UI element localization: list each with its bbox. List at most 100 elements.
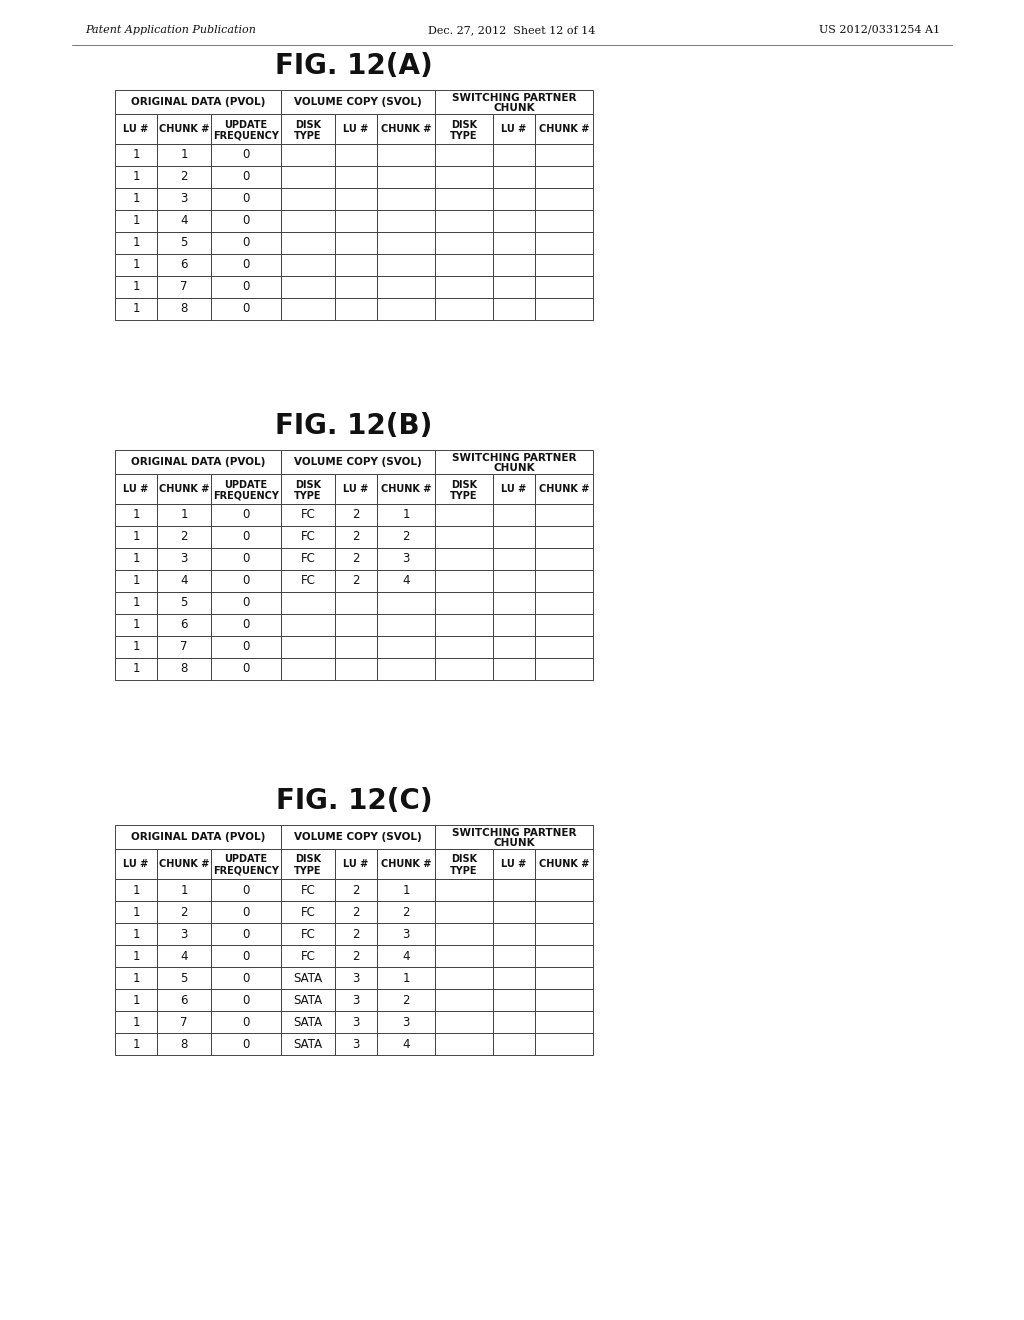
Text: CHUNK #: CHUNK # [159, 859, 209, 869]
Text: 3: 3 [180, 193, 187, 206]
Text: 2: 2 [352, 508, 359, 521]
Text: 3: 3 [180, 928, 187, 940]
Text: DISK: DISK [451, 120, 477, 129]
Bar [157, 474, 211, 504]
Bar [435, 90, 593, 114]
Text: 6: 6 [180, 619, 187, 631]
Text: 2: 2 [352, 883, 359, 896]
Text: 5: 5 [180, 236, 187, 249]
Bar [435, 298, 493, 319]
Text: 2: 2 [352, 906, 359, 919]
Bar [435, 968, 493, 989]
Bar [535, 849, 593, 879]
Text: 0: 0 [243, 663, 250, 676]
Bar [281, 1011, 335, 1034]
Bar [115, 474, 157, 504]
Bar [211, 570, 281, 591]
Bar [377, 945, 435, 968]
Text: 4: 4 [180, 214, 187, 227]
Bar [335, 187, 377, 210]
Bar [377, 144, 435, 166]
Text: FIG. 12(A): FIG. 12(A) [275, 51, 433, 81]
Bar [281, 253, 335, 276]
Bar [535, 525, 593, 548]
Bar [435, 879, 493, 902]
Bar [281, 450, 435, 474]
Bar [115, 114, 157, 144]
Bar [281, 298, 335, 319]
Text: 0: 0 [243, 1015, 250, 1028]
Text: 7: 7 [180, 640, 187, 653]
Bar [493, 504, 535, 525]
Bar [115, 591, 157, 614]
Bar [335, 902, 377, 923]
Bar [493, 210, 535, 232]
Bar [211, 525, 281, 548]
Text: Patent Application Publication: Patent Application Publication [85, 25, 256, 36]
Text: 1: 1 [132, 574, 139, 587]
Text: 0: 0 [243, 883, 250, 896]
Bar [115, 945, 157, 968]
Bar [281, 591, 335, 614]
Text: FIG. 12(C): FIG. 12(C) [275, 787, 432, 814]
Bar [535, 276, 593, 298]
Text: 1: 1 [132, 597, 139, 610]
Bar [115, 989, 157, 1011]
Text: TYPE: TYPE [451, 131, 478, 141]
Bar [281, 923, 335, 945]
Bar [435, 450, 593, 474]
Bar [157, 276, 211, 298]
Bar [535, 902, 593, 923]
Text: 0: 0 [243, 170, 250, 183]
Bar [211, 657, 281, 680]
Bar [435, 849, 493, 879]
Bar [281, 166, 335, 187]
Bar [211, 902, 281, 923]
Bar [535, 232, 593, 253]
Text: 1: 1 [132, 883, 139, 896]
Text: DISK: DISK [295, 479, 322, 490]
Bar [435, 232, 493, 253]
Bar [493, 298, 535, 319]
Bar [377, 210, 435, 232]
Text: 1: 1 [132, 663, 139, 676]
Bar [115, 849, 157, 879]
Text: 1: 1 [132, 302, 139, 315]
Text: 1: 1 [132, 281, 139, 293]
Text: 6: 6 [180, 994, 187, 1006]
Bar [535, 144, 593, 166]
Text: 1: 1 [180, 883, 187, 896]
Text: Dec. 27, 2012  Sheet 12 of 14: Dec. 27, 2012 Sheet 12 of 14 [428, 25, 596, 36]
Bar [281, 232, 335, 253]
Bar [535, 187, 593, 210]
Bar [157, 253, 211, 276]
Bar [157, 636, 211, 657]
Bar [535, 923, 593, 945]
Text: FREQUENCY: FREQUENCY [213, 491, 279, 500]
Text: SATA: SATA [294, 1015, 323, 1028]
Text: VOLUME COPY (SVOL): VOLUME COPY (SVOL) [294, 96, 422, 107]
Bar [377, 591, 435, 614]
Text: LU #: LU # [502, 124, 526, 135]
Bar [535, 474, 593, 504]
Bar [157, 166, 211, 187]
Text: 4: 4 [180, 574, 187, 587]
Bar [435, 945, 493, 968]
Bar [115, 232, 157, 253]
Text: 3: 3 [180, 553, 187, 565]
Text: 1: 1 [132, 640, 139, 653]
Bar [493, 591, 535, 614]
Bar [435, 657, 493, 680]
Bar [211, 923, 281, 945]
Bar [157, 1011, 211, 1034]
Bar [211, 276, 281, 298]
Bar [211, 166, 281, 187]
Text: 3: 3 [352, 1015, 359, 1028]
Text: FC: FC [301, 949, 315, 962]
Text: FIG. 12(B): FIG. 12(B) [275, 412, 433, 440]
Bar [157, 591, 211, 614]
Bar [115, 636, 157, 657]
Text: 0: 0 [243, 574, 250, 587]
Bar [377, 276, 435, 298]
Text: 1: 1 [132, 949, 139, 962]
